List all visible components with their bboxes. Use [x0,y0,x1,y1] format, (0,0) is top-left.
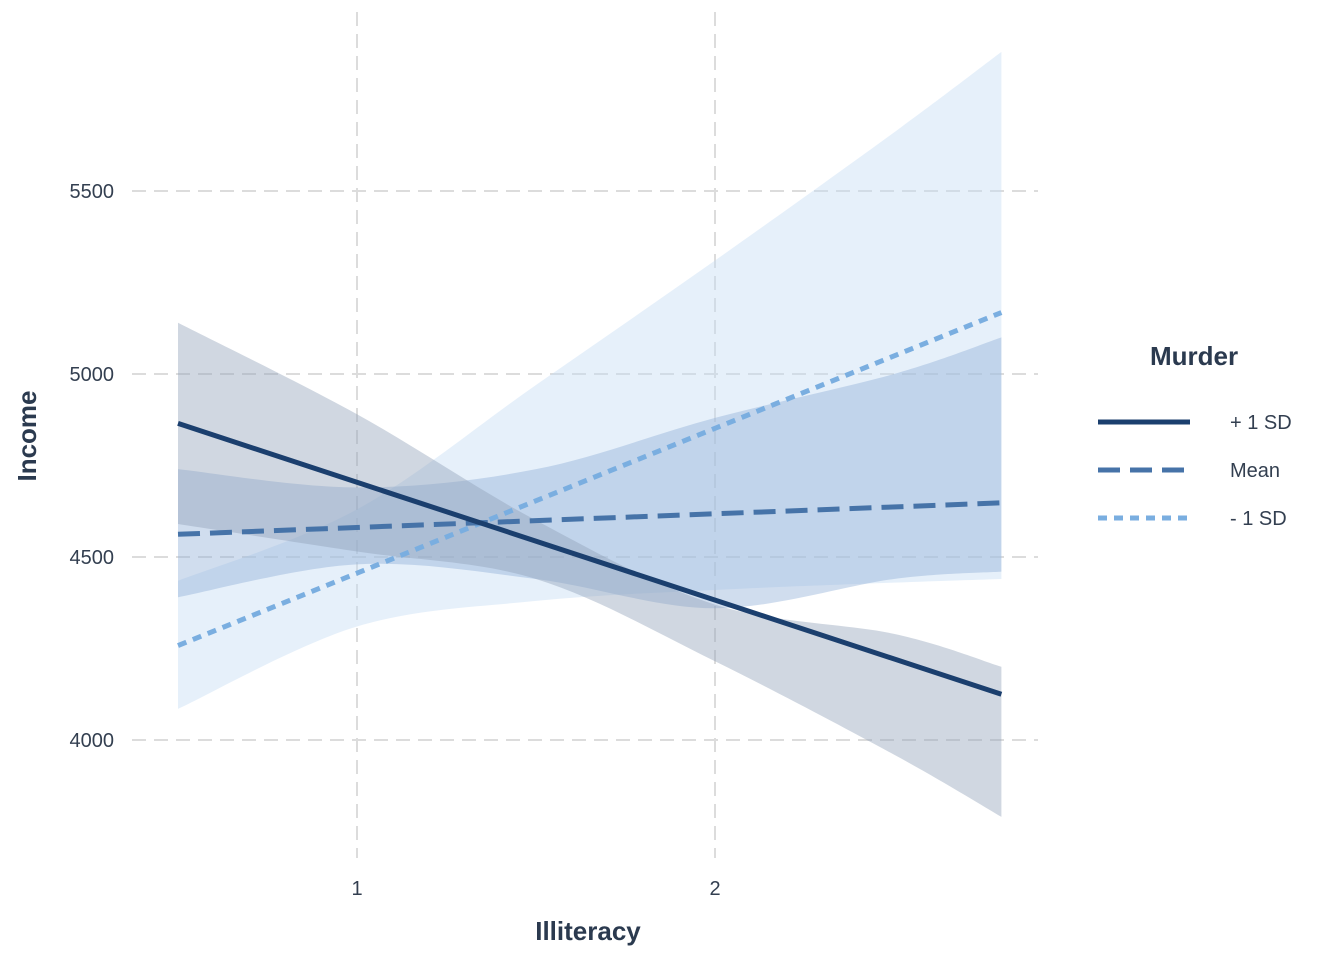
series-lines [177,310,1003,697]
series-line-1 [177,500,1002,537]
x-tick-label-2: 2 [709,878,720,900]
y-tick-label-5000: 5000 [70,364,115,386]
y-axis-title: Income [12,390,42,481]
confidence-bands [178,51,1002,817]
legend-title: Murder [1150,341,1238,371]
series-line-2 [177,310,1003,648]
band-2 [178,51,1002,709]
y-tick-label-4000: 4000 [70,730,115,752]
x-axis-title: Illiteracy [535,916,641,946]
band-0 [178,322,1002,817]
series-line-0 [177,421,1003,697]
band-1 [178,337,1002,609]
legend-label-1: Mean [1230,460,1280,482]
y-tick-label-5500: 5500 [70,181,115,203]
legend-label-2: - 1 SD [1230,508,1287,530]
legend-label-0: + 1 SD [1230,412,1292,434]
legend: Murder + 1 SD Mean - 1 SD [1098,341,1292,530]
tick-labels: 4000 4500 5000 5500 1 2 [70,181,721,900]
y-tick-label-4500: 4500 [70,547,115,569]
x-tick-label-1: 1 [351,878,362,900]
